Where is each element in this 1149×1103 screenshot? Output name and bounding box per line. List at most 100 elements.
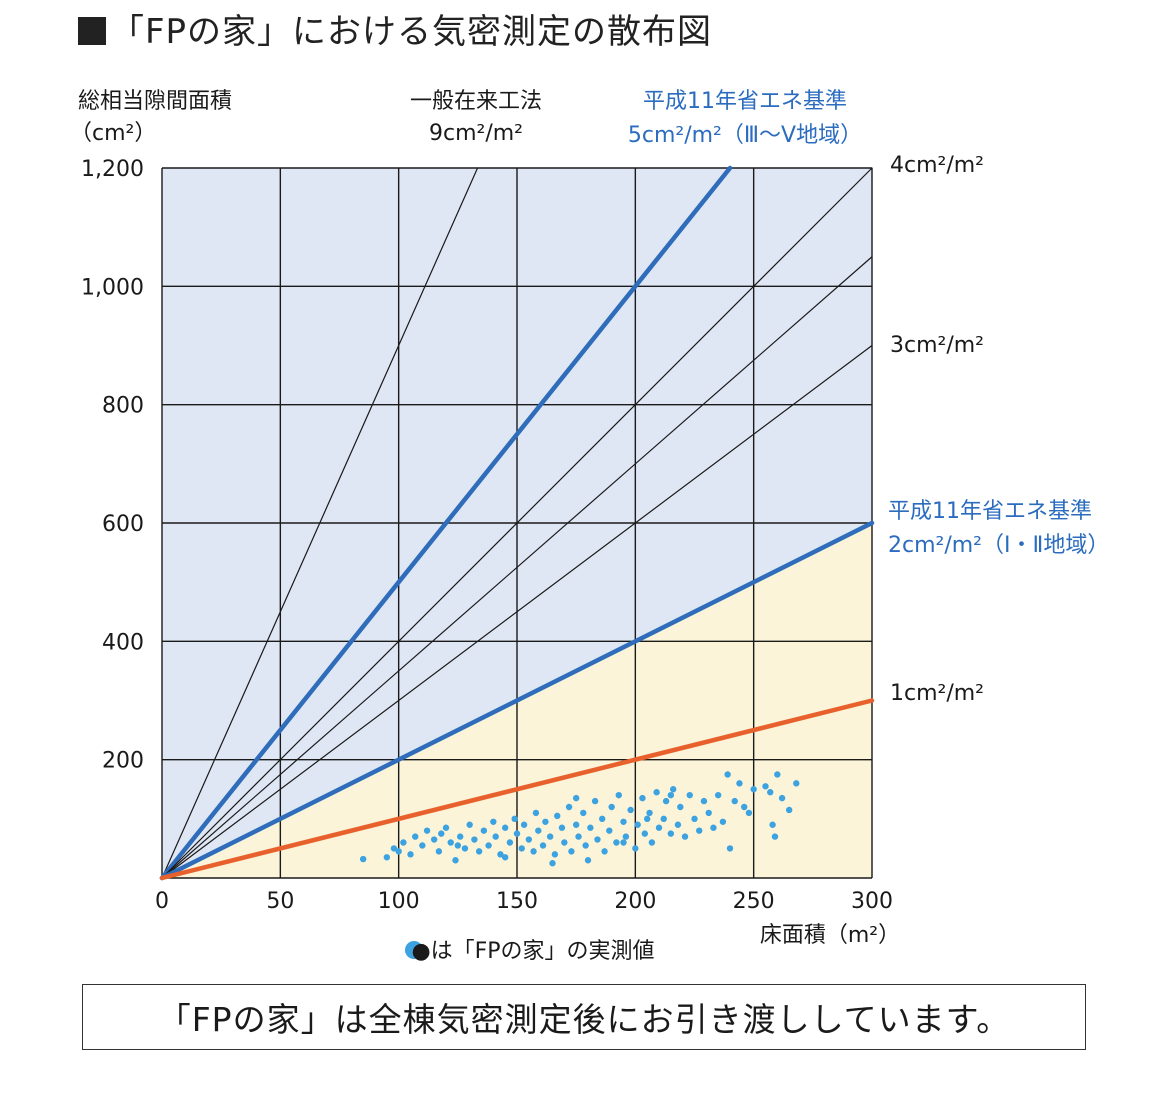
data-point	[771, 833, 779, 840]
data-point	[714, 791, 722, 799]
data-point	[646, 809, 653, 817]
data-point	[501, 824, 509, 831]
data-point	[745, 809, 753, 817]
label-1: 1cm²/m²	[890, 681, 984, 706]
data-point	[407, 851, 414, 858]
data-point	[551, 851, 559, 858]
label-2-line1: 平成11年省エネ基準	[888, 499, 1092, 524]
y-tick-label: 600	[102, 512, 144, 537]
data-point	[648, 839, 656, 846]
data-point	[435, 848, 443, 855]
data-point	[767, 789, 774, 796]
data-point	[438, 830, 445, 837]
data-point	[719, 818, 727, 825]
data-point	[762, 783, 769, 790]
data-point	[696, 827, 703, 834]
data-point	[691, 815, 698, 823]
data-point	[430, 836, 438, 843]
y-axis-label-line2: （cm²）	[70, 121, 156, 146]
data-point	[769, 821, 776, 828]
label-5-line1: 平成11年省エネ基準	[643, 89, 847, 114]
legend-dot	[405, 941, 423, 959]
data-point	[549, 860, 556, 867]
footer-note: 「FPの家」は全棟気密測定後にお引き渡ししています。	[82, 984, 1086, 1050]
data-point	[511, 815, 518, 823]
data-point	[643, 815, 651, 823]
data-point	[677, 803, 684, 811]
data-point	[542, 818, 549, 825]
y-tick-label: 800	[102, 394, 144, 419]
data-point	[565, 803, 573, 811]
data-point	[457, 833, 464, 840]
reference-line-9	[161, 167, 479, 879]
y-tick-label: 400	[102, 630, 144, 655]
data-point	[532, 809, 540, 817]
data-point	[615, 791, 622, 799]
data-point	[710, 824, 717, 831]
data-point	[778, 794, 786, 802]
data-point	[390, 845, 398, 852]
x-tick-label: 200	[614, 889, 656, 914]
data-point	[442, 824, 450, 831]
data-point	[653, 789, 660, 796]
data-point	[681, 833, 689, 840]
data-point	[466, 821, 473, 828]
data-point	[667, 791, 675, 799]
data-point	[700, 797, 708, 805]
reference-line-1	[159, 698, 875, 881]
label-9-line1: 一般在来工法	[410, 89, 542, 114]
x-axis-label: 床面積（m²）	[760, 923, 900, 948]
data-point	[627, 806, 634, 814]
data-point	[587, 824, 594, 831]
square-bullet-icon	[78, 17, 106, 45]
y-axis-label-line1: 総相当隙間面積	[78, 89, 232, 114]
data-point	[662, 797, 670, 805]
x-tick-label: 150	[496, 889, 538, 914]
data-point	[622, 833, 630, 840]
data-point	[492, 833, 499, 840]
data-point	[454, 842, 462, 849]
data-point	[599, 815, 606, 823]
label-3: 3cm²/m²	[890, 333, 984, 358]
data-point	[613, 839, 620, 846]
label-4: 4cm²/m²	[890, 153, 984, 178]
data-point	[793, 780, 800, 787]
label-9-line2: 9cm²/m²	[429, 121, 523, 146]
data-point	[561, 839, 568, 846]
label-2-line2: 2cm²/m²（Ⅰ・Ⅱ地域）	[888, 533, 1109, 558]
data-point	[774, 771, 781, 778]
data-point	[641, 830, 648, 837]
data-point	[724, 771, 731, 778]
data-point	[726, 845, 734, 852]
data-point	[608, 803, 615, 811]
reference-line-5	[159, 165, 733, 881]
data-point	[667, 830, 675, 837]
data-point	[520, 821, 528, 828]
axes: 1,200 1,000 800 600 400 200 0 50 100 150 200 250 300	[81, 157, 893, 959]
data-point	[632, 845, 639, 852]
data-point	[497, 851, 504, 858]
legend-text: ●は「FPの家」の実測値	[411, 939, 654, 964]
data-point	[582, 842, 589, 849]
reference-line-3	[161, 344, 873, 879]
data-point	[423, 827, 431, 834]
data-point	[705, 809, 712, 817]
data-point	[785, 806, 793, 814]
y-tick-label: 200	[102, 749, 144, 774]
data-point	[639, 794, 646, 802]
data-point	[736, 780, 743, 787]
x-tick-label: 0	[155, 889, 169, 914]
data-point	[535, 827, 542, 834]
x-tick-label: 300	[851, 889, 893, 914]
data-point	[539, 842, 547, 849]
reference-line-2	[159, 520, 875, 881]
data-points	[359, 771, 800, 867]
data-point	[490, 818, 497, 825]
x-tick-label: 250	[733, 889, 775, 914]
data-point	[634, 821, 641, 828]
reference-line-3_5	[161, 256, 873, 879]
data-point	[572, 821, 580, 828]
data-point	[485, 842, 492, 849]
reference-line-4	[161, 167, 873, 879]
data-point	[412, 833, 419, 840]
